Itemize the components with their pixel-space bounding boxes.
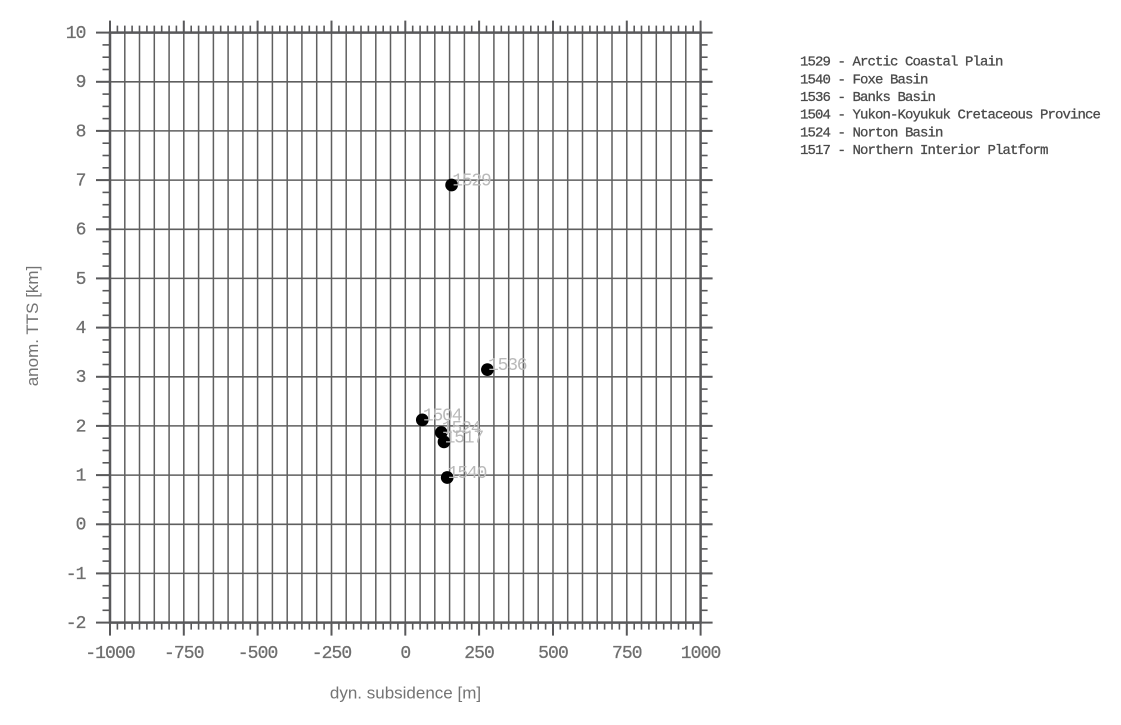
svg-text:1536 - Banks Basin: 1536 - Banks Basin xyxy=(800,90,936,106)
svg-text:3: 3 xyxy=(76,368,86,388)
svg-text:7: 7 xyxy=(76,172,86,192)
svg-text:-250: -250 xyxy=(312,644,352,664)
svg-text:dyn. subsidence [m]: dyn. subsidence [m] xyxy=(330,683,481,702)
svg-text:-2: -2 xyxy=(66,614,86,634)
svg-text:0: 0 xyxy=(76,516,86,536)
svg-text:9: 9 xyxy=(76,73,86,93)
svg-text:0: 0 xyxy=(400,644,410,664)
svg-text:5: 5 xyxy=(76,270,86,290)
svg-text:-1000: -1000 xyxy=(85,644,135,664)
svg-text:1: 1 xyxy=(76,467,86,487)
svg-text:250: 250 xyxy=(464,644,494,664)
svg-text:-1: -1 xyxy=(66,565,86,585)
svg-text:1517 - Northern Interior Platf: 1517 - Northern Interior Platform xyxy=(800,143,1048,159)
svg-text:1524: 1524 xyxy=(442,419,481,439)
svg-text:1529 - Arctic Coastal Plain: 1529 - Arctic Coastal Plain xyxy=(800,55,1003,71)
svg-text:anom. TTS [km]: anom. TTS [km] xyxy=(23,266,42,387)
svg-text:1504: 1504 xyxy=(423,406,462,426)
svg-text:1529: 1529 xyxy=(452,171,491,191)
svg-text:500: 500 xyxy=(538,644,568,664)
svg-text:1540 - Foxe Basin: 1540 - Foxe Basin xyxy=(800,72,928,88)
svg-text:-500: -500 xyxy=(238,644,278,664)
svg-text:1517: 1517 xyxy=(445,428,484,448)
svg-text:1504 - Yukon-Koyukuk Cretaceou: 1504 - Yukon-Koyukuk Cretaceous Province xyxy=(800,108,1101,124)
svg-text:8: 8 xyxy=(76,122,86,142)
svg-text:1540: 1540 xyxy=(448,464,487,484)
svg-text:-750: -750 xyxy=(164,644,204,664)
svg-text:1000: 1000 xyxy=(681,644,721,664)
svg-text:6: 6 xyxy=(76,221,86,241)
svg-text:1524 - Norton Basin: 1524 - Norton Basin xyxy=(800,125,943,141)
svg-text:2: 2 xyxy=(76,417,86,437)
svg-text:750: 750 xyxy=(612,644,642,664)
svg-text:1536: 1536 xyxy=(488,356,527,376)
svg-text:10: 10 xyxy=(66,24,86,44)
svg-text:4: 4 xyxy=(76,319,86,339)
